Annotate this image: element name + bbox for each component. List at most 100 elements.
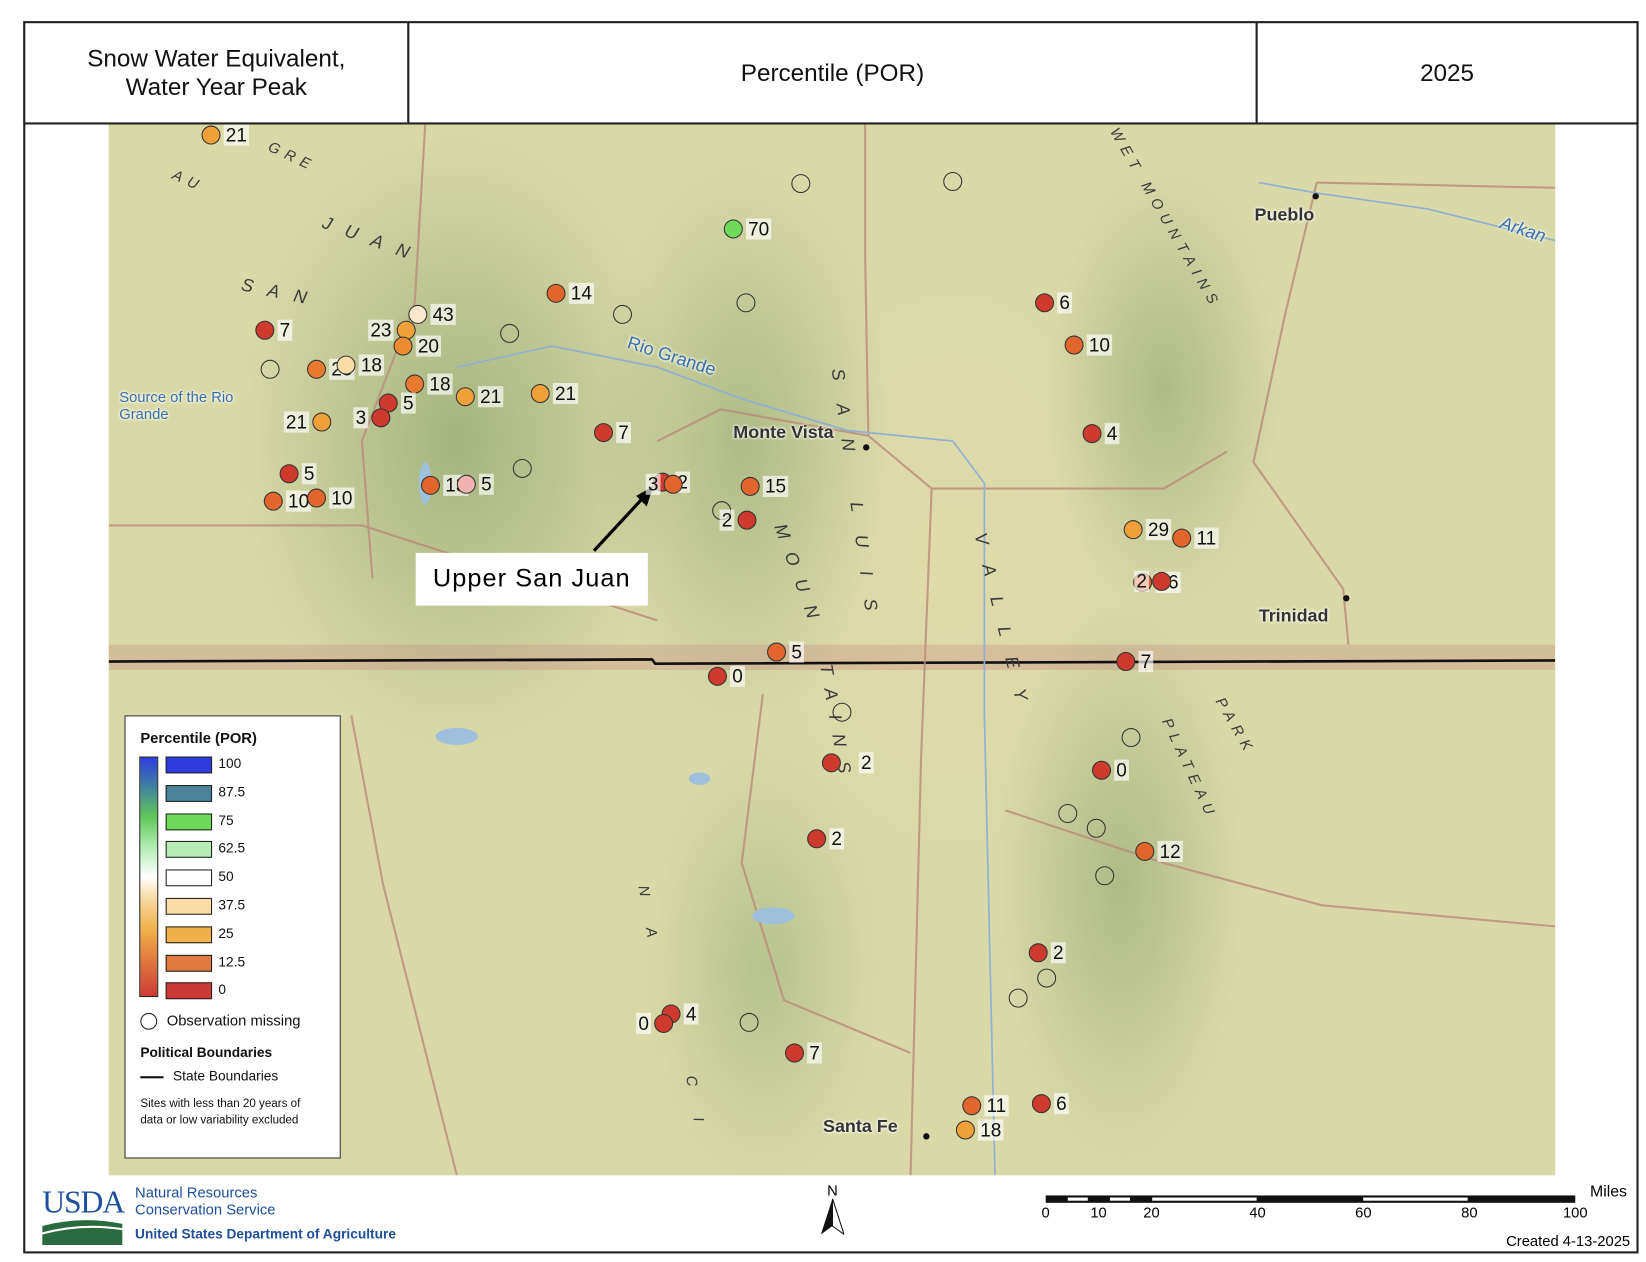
missing-observation-marker[interactable] (943, 171, 963, 191)
agency-line-2: Conservation Service (135, 1200, 276, 1218)
site-percentile-label: 5 (479, 473, 494, 495)
city-label-trinidad: Trinidad (1258, 605, 1329, 626)
snotel-site-marker[interactable] (1092, 760, 1112, 780)
snotel-site-marker[interactable] (312, 412, 332, 432)
missing-observation-marker[interactable] (832, 702, 852, 722)
metric-title: Percentile (POR) (407, 21, 1258, 125)
title-line-1: Snow Water Equivalent, (87, 44, 346, 72)
snotel-site-marker[interactable] (737, 510, 757, 530)
snotel-site-marker[interactable] (201, 125, 221, 145)
snotel-site-marker[interactable] (455, 387, 475, 407)
missing-observation-marker[interactable] (1058, 803, 1078, 823)
snotel-site-marker[interactable] (456, 474, 476, 494)
snotel-site-marker[interactable] (1031, 1094, 1051, 1114)
snotel-site-marker[interactable] (546, 283, 566, 303)
state-boundary-line (108, 658, 1556, 665)
site-percentile-label: 4 (683, 1003, 699, 1025)
snotel-site-marker[interactable] (307, 359, 327, 379)
missing-observation-marker[interactable] (739, 1012, 759, 1032)
snotel-site-marker[interactable] (1172, 528, 1192, 548)
snotel-site-marker[interactable] (279, 464, 299, 484)
map-title: Snow Water Equivalent, Water Year Peak (23, 21, 410, 125)
site-percentile-label: 5 (789, 641, 805, 663)
site-percentile-label: 2 (719, 509, 735, 531)
snotel-site-marker[interactable] (1064, 335, 1084, 355)
snotel-site-marker[interactable] (1123, 520, 1143, 540)
snotel-site-marker[interactable] (393, 336, 413, 356)
site-percentile-label: 21 (477, 386, 504, 408)
snotel-site-marker[interactable] (654, 1013, 674, 1033)
site-percentile-label: 3 (353, 407, 369, 429)
snotel-site-marker[interactable] (1135, 841, 1155, 861)
agency-name: Natural Resources Conservation Service (135, 1184, 275, 1218)
city-label-monte-vista: Monte Vista (733, 422, 834, 443)
snotel-site-marker[interactable] (1116, 652, 1136, 672)
site-percentile-label: 43 (430, 303, 456, 325)
snotel-site-marker[interactable] (1028, 943, 1048, 963)
footer: USDA Natural Resources Conservation Servi… (23, 1175, 1638, 1253)
snotel-site-marker[interactable] (255, 320, 275, 340)
snotel-site-marker[interactable] (1035, 293, 1055, 313)
snotel-site-marker[interactable] (663, 474, 683, 494)
snotel-site-marker[interactable] (263, 491, 283, 511)
site-percentile-label: 2 (1050, 942, 1066, 964)
legend-color-ramp (139, 756, 159, 998)
city-markers (863, 193, 1350, 1140)
snotel-site-marker[interactable] (530, 384, 550, 404)
snotel-site-marker[interactable] (784, 1043, 804, 1063)
created-date: Created 4-13-2025 (1506, 1232, 1631, 1250)
snotel-site-marker[interactable] (723, 219, 743, 239)
site-percentile-label: 0 (636, 1012, 652, 1034)
snotel-site-marker[interactable] (807, 829, 827, 849)
missing-observation-marker[interactable] (613, 304, 633, 324)
missing-observation-marker[interactable] (1086, 818, 1106, 838)
site-percentile-label: 15 (762, 475, 789, 497)
scale-bar-graphic (1045, 1195, 1576, 1203)
snotel-site-marker[interactable] (408, 304, 428, 324)
site-percentile-label: 12 (1157, 840, 1183, 863)
site-percentile-label: 14 (568, 282, 595, 304)
lakes (418, 462, 795, 925)
missing-observation-marker[interactable] (1095, 866, 1115, 886)
snotel-site-marker[interactable] (767, 642, 787, 662)
site-percentile-label: 0 (730, 665, 745, 687)
legend-note-2: data or low variability excluded (140, 1114, 299, 1127)
snotel-site-marker[interactable] (420, 475, 440, 495)
missing-observation-marker[interactable] (791, 174, 811, 194)
missing-observation-marker[interactable] (736, 293, 756, 313)
snotel-site-marker[interactable] (1082, 424, 1102, 444)
missing-observation-marker[interactable] (500, 323, 520, 343)
site-percentile-label: 5 (400, 392, 416, 414)
snotel-site-marker[interactable] (594, 423, 614, 443)
scale-tick-label: 60 (1355, 1203, 1372, 1221)
missing-observation-marker[interactable] (1121, 728, 1141, 748)
snotel-site-marker[interactable] (707, 666, 727, 686)
legend-swatch (165, 869, 213, 887)
missing-observation-marker[interactable] (512, 458, 532, 478)
basemap-lines (108, 124, 1556, 1176)
snotel-site-marker[interactable] (1152, 571, 1172, 591)
site-percentile-label: 20 (415, 335, 442, 357)
snotel-site-marker[interactable] (740, 476, 760, 496)
snotel-site-marker[interactable] (371, 408, 391, 428)
site-percentile-label: 2 (829, 828, 845, 850)
missing-observation-marker[interactable] (260, 359, 280, 379)
snotel-site-marker[interactable] (962, 1096, 982, 1116)
legend-class-label: 12.5 (218, 953, 246, 970)
snotel-site-marker[interactable] (955, 1120, 975, 1140)
snotel-site-marker[interactable] (307, 488, 327, 508)
site-percentile-label: 2 (858, 752, 874, 774)
title-line-2: Water Year Peak (125, 72, 307, 101)
map-area[interactable]: Pueblo Monte Vista Trinidad Santa Fe Rio… (108, 124, 1556, 1176)
legend-class-label: 87.5 (218, 783, 246, 800)
snotel-site-marker[interactable] (336, 355, 356, 375)
snotel-site-marker[interactable] (821, 753, 841, 773)
missing-observation-marker[interactable] (1008, 988, 1028, 1008)
site-percentile-label: 7 (277, 319, 293, 341)
legend-missing-label: Observation missing (166, 1011, 301, 1029)
callout-arrow (592, 486, 654, 552)
site-percentile-label: 7 (616, 422, 631, 444)
missing-observation-marker[interactable] (1037, 968, 1057, 988)
site-percentile-label: 11 (1194, 527, 1219, 549)
snotel-site-marker[interactable] (405, 374, 425, 394)
